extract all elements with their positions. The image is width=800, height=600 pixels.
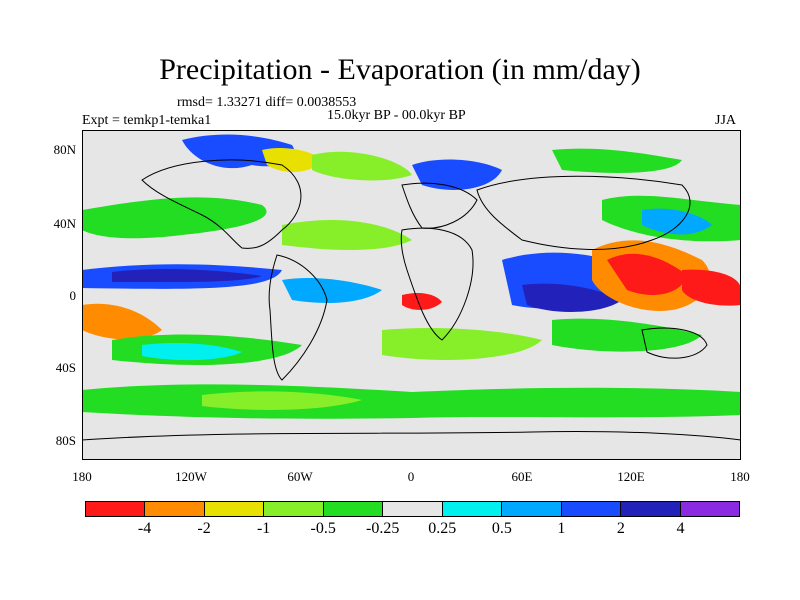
map-frame: [82, 130, 741, 460]
stats-text: rmsd= 1.33271 diff= 0.0038553: [177, 95, 357, 110]
colorbar-label: -0.5: [310, 520, 336, 537]
season-label: JJA: [715, 113, 737, 128]
colorbar-label: -1: [256, 520, 271, 537]
field-region: [282, 278, 382, 303]
lat-tick: 40N: [53, 216, 76, 231]
field-region: [382, 328, 542, 360]
colorbar-cell: [383, 502, 443, 516]
coastlines: [82, 159, 741, 441]
field-region: [607, 253, 687, 295]
colorbar-cell: [323, 502, 384, 516]
lon-tick: 60W: [287, 469, 313, 484]
period-label: 15.0kyr BP - 00.0kyr BP: [327, 108, 466, 123]
field-region: [682, 269, 741, 306]
colorbar-label: 0.5: [491, 520, 512, 537]
map-plot: [82, 130, 741, 460]
colorbar-label: 0.25: [428, 520, 457, 537]
colorbar-label: -0.25: [366, 520, 400, 537]
colorbar-label: 2: [616, 520, 625, 537]
lon-tick: 120E: [617, 469, 645, 484]
lon-tick: 120W: [175, 469, 207, 484]
experiment-label: Expt = temkp1-temka1: [82, 113, 212, 128]
lat-tick: 80S: [55, 433, 76, 448]
field-region: [312, 151, 412, 181]
lat-tick: 0: [69, 288, 77, 303]
colorbar-cell: [442, 502, 503, 516]
field-region: [552, 148, 682, 173]
lon-tick: 60E: [511, 469, 533, 484]
colorbar-label: 1: [557, 520, 566, 537]
colorbar-cell: [264, 502, 324, 516]
field-region: [82, 303, 162, 340]
colorbar-cell: [145, 502, 205, 516]
field-region: [202, 391, 362, 410]
lon-tick: 180: [72, 469, 92, 484]
lon-tick: 180: [730, 469, 750, 484]
lat-tick: 80N: [53, 142, 76, 157]
field-region: [642, 208, 712, 235]
field-layer: [82, 130, 741, 460]
colorbar-cell: [502, 502, 562, 516]
colorbar-cell: [680, 502, 739, 516]
field-region: [142, 342, 242, 361]
colorbar-cell: [204, 502, 265, 516]
colorbar-label: -4: [137, 520, 152, 537]
field-region: [552, 318, 702, 352]
colorbar: [85, 501, 740, 517]
lon-tick: 0: [407, 469, 415, 484]
colorbar-cell: [561, 502, 622, 516]
field-region: [282, 220, 412, 250]
colorbar-cell: [86, 502, 146, 516]
map-title: Precipitation - Evaporation (in mm/day): [159, 53, 641, 86]
field-region: [402, 292, 442, 310]
colorbar-label: -2: [197, 520, 211, 537]
field-region: [112, 269, 262, 283]
field-region: [522, 283, 622, 312]
map-panel: [82, 130, 741, 460]
colorbar-label: 4: [676, 520, 685, 537]
field-region: [262, 148, 322, 172]
colorbar-cell: [621, 502, 681, 516]
field-region: [412, 159, 502, 190]
lat-tick: 40S: [55, 360, 76, 375]
